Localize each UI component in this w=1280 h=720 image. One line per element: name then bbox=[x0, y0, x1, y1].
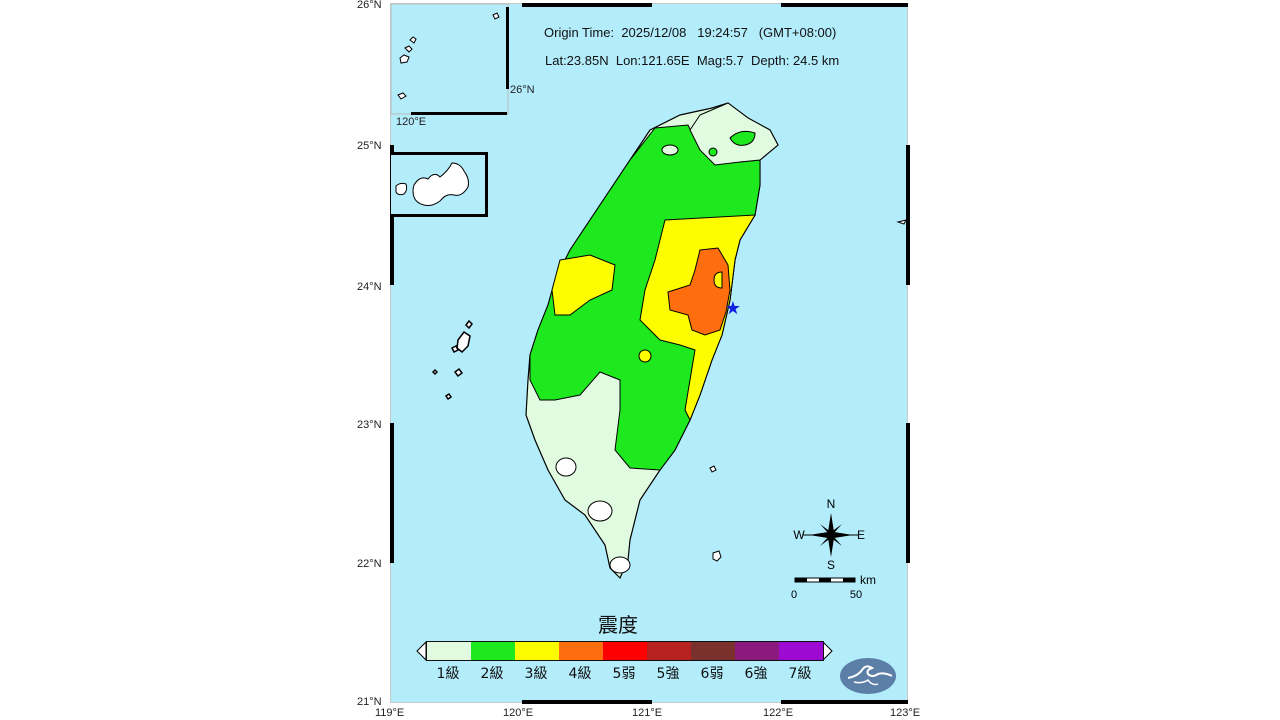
legend-label: 6強 bbox=[744, 666, 768, 682]
legend-swatch-6s bbox=[735, 642, 779, 660]
legend-swatch-3 bbox=[515, 642, 559, 660]
timezone: (GMT+08:00) bbox=[758, 25, 837, 40]
inset-lat-label: 26°N bbox=[510, 84, 535, 96]
legend-swatch-5s bbox=[647, 642, 691, 660]
scale-bar bbox=[794, 577, 856, 583]
legend-swatch-6w bbox=[691, 642, 735, 660]
legend-label: 4級 bbox=[568, 666, 592, 682]
legend-swatch-4 bbox=[559, 642, 603, 660]
legend-label: 6弱 bbox=[700, 666, 724, 682]
legend-label: 5弱 bbox=[612, 666, 636, 682]
scale-end: 50 bbox=[850, 589, 862, 601]
scale-unit: km bbox=[860, 573, 876, 587]
lon-value: Lon:121.65E bbox=[615, 53, 690, 68]
legend-color-bar bbox=[426, 641, 824, 661]
compass-rose-icon bbox=[803, 513, 859, 557]
origin-date: 2025/12/08 bbox=[621, 25, 687, 40]
legend-label: 2級 bbox=[480, 666, 504, 682]
lon-label-120: 120°E bbox=[503, 707, 534, 719]
lat-label-26: 26°N bbox=[357, 0, 382, 11]
scale-start: 0 bbox=[791, 589, 797, 601]
origin-time-label: Origin Time: bbox=[544, 25, 615, 40]
compass-n: N bbox=[827, 497, 836, 511]
legend-swatch-1 bbox=[427, 642, 471, 660]
compass-w: W bbox=[793, 528, 805, 542]
lat-label-24: 24°N bbox=[357, 281, 382, 293]
penghu-islands bbox=[431, 319, 473, 401]
origin-time: 19:24:57 bbox=[697, 25, 748, 40]
origin-time-line: Origin Time: 2025/12/08 19:24:57 (GMT+08… bbox=[544, 25, 836, 40]
lat-label-25: 25°N bbox=[357, 140, 382, 152]
lon-label-122: 122°E bbox=[763, 707, 794, 719]
depth-value: Depth: 24.5 km bbox=[751, 53, 840, 68]
legend-label: 7級 bbox=[788, 666, 812, 682]
legend-label: 5強 bbox=[656, 666, 680, 682]
mag-value: Mag:5.7 bbox=[696, 53, 744, 68]
quake-params-line: Lat:23.85N Lon:121.65E Mag:5.7 Depth: 24… bbox=[545, 53, 839, 68]
cwa-logo-icon bbox=[840, 658, 896, 694]
lon-label-123: 123°E bbox=[890, 707, 921, 719]
legend-label: 1級 bbox=[436, 666, 460, 682]
lon-label-121: 121°E bbox=[632, 707, 663, 719]
intensity-level-3-west bbox=[551, 254, 616, 316]
lat-label-21: 21°N bbox=[357, 696, 382, 708]
legend-swatch-7 bbox=[779, 642, 823, 660]
lon-label-119: 119°E bbox=[375, 707, 405, 719]
legend-title: 震度 bbox=[598, 613, 638, 637]
epicenter-star-icon: ★ bbox=[725, 298, 741, 319]
lat-label-22: 22°N bbox=[357, 558, 382, 570]
inset-lon-label: 120°E bbox=[396, 116, 427, 128]
legend-swatch-2 bbox=[471, 642, 515, 660]
legend-swatch-5w bbox=[603, 642, 647, 660]
lat-value: Lat:23.85N bbox=[545, 53, 609, 68]
legend-label: 3級 bbox=[524, 666, 548, 682]
legend-labels: 1級 2級 3級 4級 5弱 5強 6弱 6強 7級 bbox=[426, 663, 822, 683]
lat-label-23: 23°N bbox=[357, 419, 382, 431]
intensity-level-4 bbox=[667, 247, 731, 336]
compass-e: E bbox=[857, 528, 865, 542]
compass-s: S bbox=[827, 558, 835, 572]
